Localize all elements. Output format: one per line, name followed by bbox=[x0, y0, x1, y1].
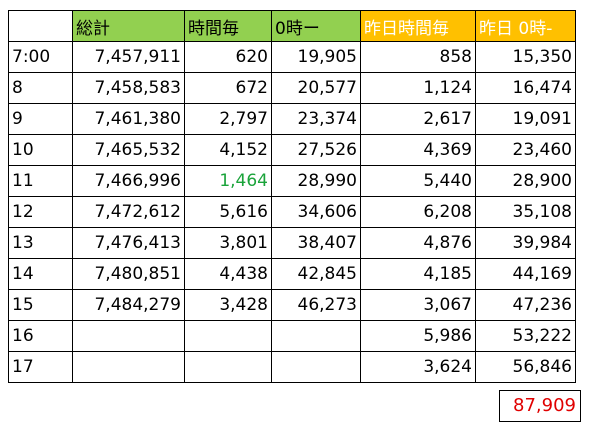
header-hourly: 時間毎 bbox=[184, 10, 272, 42]
hourly-cell: 4,438 bbox=[184, 258, 272, 290]
since-midnight-cell: 27,526 bbox=[271, 134, 361, 166]
time-cell: 8 bbox=[8, 72, 73, 104]
yesterday-hourly-cell: 4,185 bbox=[360, 258, 476, 290]
table-row: 10 7,465,532 4,152 27,526 4,369 23,460 bbox=[8, 134, 576, 166]
table-row: 8 7,458,583 672 20,577 1,124 16,474 bbox=[8, 72, 576, 104]
since-midnight-cell: 23,374 bbox=[271, 103, 361, 135]
total-cell: 7,480,851 bbox=[72, 258, 185, 290]
table-row: 16 5,986 53,222 bbox=[8, 320, 576, 352]
hourly-cell: 4,152 bbox=[184, 134, 272, 166]
since-midnight-cell bbox=[271, 320, 361, 352]
since-midnight-cell: 28,990 bbox=[271, 165, 361, 197]
table-row: 14 7,480,851 4,438 42,845 4,185 44,169 bbox=[8, 258, 576, 290]
hourly-cell bbox=[184, 351, 272, 383]
yesterday-hourly-cell: 4,876 bbox=[360, 227, 476, 259]
hourly-cell bbox=[184, 320, 272, 352]
since-midnight-cell: 34,606 bbox=[271, 196, 361, 228]
yesterday-since-midnight-cell: 15,350 bbox=[475, 41, 576, 73]
yesterday-hourly-cell: 858 bbox=[360, 41, 476, 73]
time-cell: 10 bbox=[8, 134, 73, 166]
yesterday-hourly-cell: 5,440 bbox=[360, 165, 476, 197]
yesterday-since-midnight-cell: 28,900 bbox=[475, 165, 576, 197]
total-cell: 7,472,612 bbox=[72, 196, 185, 228]
header-row: 総計 時間毎 0時ー 昨日時間毎 昨日 0時- bbox=[8, 10, 576, 42]
yesterday-since-midnight-cell: 53,222 bbox=[475, 320, 576, 352]
time-cell: 16 bbox=[8, 320, 73, 352]
table-row: 15 7,484,279 3,428 46,273 3,067 47,236 bbox=[8, 289, 576, 321]
total-cell: 7,458,583 bbox=[72, 72, 185, 104]
hourly-cell: 672 bbox=[184, 72, 272, 104]
hourly-cell: 5,616 bbox=[184, 196, 272, 228]
hourly-cell: 3,801 bbox=[184, 227, 272, 259]
total-cell: 7,457,911 bbox=[72, 41, 185, 73]
table-row: 13 7,476,413 3,801 38,407 4,876 39,984 bbox=[8, 227, 576, 259]
time-cell: 14 bbox=[8, 258, 73, 290]
yesterday-since-midnight-cell: 19,091 bbox=[475, 103, 576, 135]
table-row: 7:00 7,457,911 620 19,905 858 15,350 bbox=[8, 41, 576, 73]
yesterday-hourly-cell: 5,986 bbox=[360, 320, 476, 352]
total-cell: 7,465,532 bbox=[72, 134, 185, 166]
yesterday-since-midnight-cell: 44,169 bbox=[475, 258, 576, 290]
header-yesterday-since-midnight: 昨日 0時- bbox=[475, 10, 576, 42]
table-row: 17 3,624 56,846 bbox=[8, 351, 576, 383]
data-table: 総計 時間毎 0時ー 昨日時間毎 昨日 0時- 7:00 7,457,911 620… bbox=[8, 10, 576, 383]
yesterday-hourly-cell: 2,617 bbox=[360, 103, 476, 135]
total-cell bbox=[72, 351, 185, 383]
time-cell: 12 bbox=[8, 196, 73, 228]
table-row: 9 7,461,380 2,797 23,374 2,617 19,091 bbox=[8, 103, 576, 135]
since-midnight-cell: 19,905 bbox=[271, 41, 361, 73]
hourly-cell: 620 bbox=[184, 41, 272, 73]
time-cell: 7:00 bbox=[8, 41, 73, 73]
yesterday-since-midnight-cell: 39,984 bbox=[475, 227, 576, 259]
total-cell: 7,461,380 bbox=[72, 103, 185, 135]
hourly-cell: 3,428 bbox=[184, 289, 272, 321]
yesterday-since-midnight-cell: 16,474 bbox=[475, 72, 576, 104]
header-since-midnight: 0時ー bbox=[271, 10, 361, 42]
yesterday-hourly-cell: 4,369 bbox=[360, 134, 476, 166]
since-midnight-cell: 38,407 bbox=[271, 227, 361, 259]
since-midnight-cell: 20,577 bbox=[271, 72, 361, 104]
yesterday-since-midnight-cell: 47,236 bbox=[475, 289, 576, 321]
total-cell: 7,476,413 bbox=[72, 227, 185, 259]
yesterday-hourly-cell: 3,067 bbox=[360, 289, 476, 321]
time-cell: 15 bbox=[8, 289, 73, 321]
hourly-cell: 2,797 bbox=[184, 103, 272, 135]
yesterday-hourly-cell: 6,208 bbox=[360, 196, 476, 228]
since-midnight-cell: 46,273 bbox=[271, 289, 361, 321]
header-total: 総計 bbox=[72, 10, 185, 42]
table-row: 12 7,472,612 5,616 34,606 6,208 35,108 bbox=[8, 196, 576, 228]
total-cell: 7,484,279 bbox=[72, 289, 185, 321]
time-cell: 13 bbox=[8, 227, 73, 259]
header-corner bbox=[8, 10, 73, 42]
yesterday-since-midnight-cell: 35,108 bbox=[475, 196, 576, 228]
total-cell bbox=[72, 320, 185, 352]
since-midnight-cell bbox=[271, 351, 361, 383]
hourly-cell: 1,464 bbox=[184, 165, 272, 197]
time-cell: 9 bbox=[8, 103, 73, 135]
time-cell: 17 bbox=[8, 351, 73, 383]
yesterday-since-midnight-cell: 23,460 bbox=[475, 134, 576, 166]
time-cell: 11 bbox=[8, 165, 73, 197]
since-midnight-cell: 42,845 bbox=[271, 258, 361, 290]
yesterday-hourly-cell: 3,624 bbox=[360, 351, 476, 383]
yesterday-since-midnight-cell: 56,846 bbox=[475, 351, 576, 383]
total-cell: 7,466,996 bbox=[72, 165, 185, 197]
yesterday-hourly-cell: 1,124 bbox=[360, 72, 476, 104]
total-box: 87,909 bbox=[499, 390, 581, 422]
header-yesterday-hourly: 昨日時間毎 bbox=[360, 10, 476, 42]
table-row: 11 7,466,996 1,464 28,990 5,440 28,900 bbox=[8, 165, 576, 197]
